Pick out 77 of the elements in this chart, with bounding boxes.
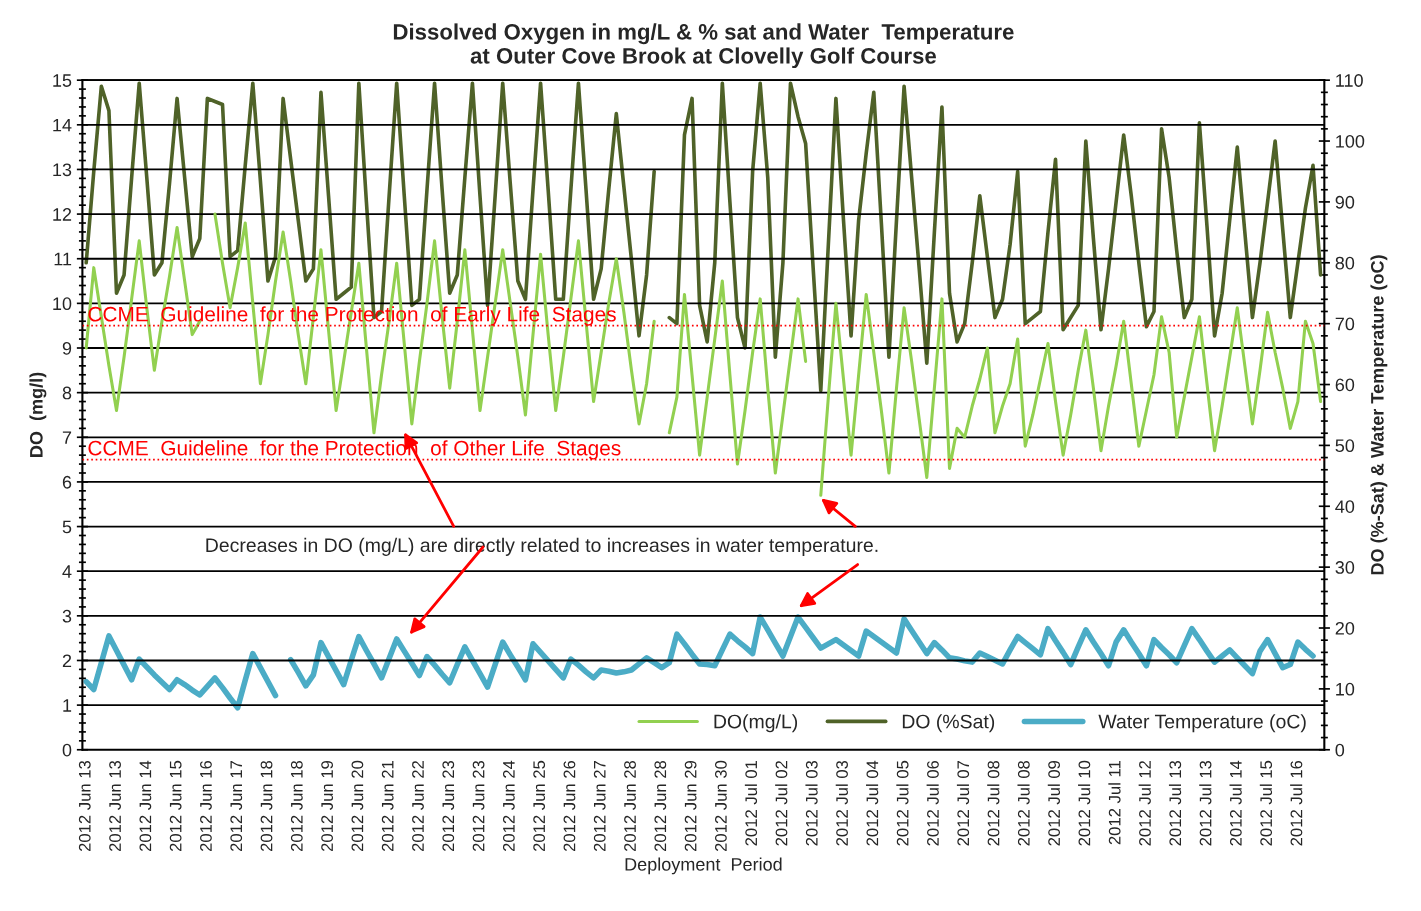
x-tick-label: 2012 Jul 01 xyxy=(744,760,758,846)
x-tick-label: 2012 Jun 28 xyxy=(624,760,636,852)
y-tick-label: 10 xyxy=(53,297,72,311)
x-tick-label: 2012 Jun 17 xyxy=(230,761,243,852)
y-tick-label: 4 xyxy=(62,565,72,578)
x-tick-label: 2012 Jul 11 xyxy=(1108,760,1121,845)
y2-tick-label: 100 xyxy=(1336,134,1365,148)
y2-tick-label: 90 xyxy=(1335,195,1355,209)
y2-tick-label: 70 xyxy=(1335,317,1355,331)
y2-tick-label: 40 xyxy=(1335,500,1355,513)
x-tick-label: 2012 Jul 07 xyxy=(956,761,970,846)
y2-tick-label: 110 xyxy=(1336,74,1363,87)
x-tick-label: 2012 Jul 14 xyxy=(1229,760,1242,846)
x-tick-label: 2012 Jul 13 xyxy=(1168,760,1182,846)
x-tick-label: 2012 Jun 21 xyxy=(381,760,394,852)
x-tick-label: 2012 Jul 10 xyxy=(1078,760,1091,846)
x-tick-label: 2012 Jul 03 xyxy=(835,760,848,846)
x-tick-label: 2012 Jun 19 xyxy=(321,760,334,852)
x-tick-label: 2012 Jun 23 xyxy=(472,760,485,852)
x-tick-label: 2012 Jun 16 xyxy=(200,760,212,852)
y2-tick-label: 50 xyxy=(1335,439,1355,453)
x-tick-label: 2012 Jul 06 xyxy=(926,760,939,846)
chart-title: Dissolved Oxygen in mg/L & % sat and Water Temperature at Outer Cove Brook at Clovelly Golf Course xyxy=(393,23,1014,69)
x-tick-label: 2012 Jun 24 xyxy=(502,760,515,852)
legend-label: DO (%Sat) xyxy=(902,714,995,733)
y2-tick-label: 10 xyxy=(1336,682,1355,696)
x-tick-label: 2012 Jul 09 xyxy=(1047,760,1061,846)
y-tick-label: 3 xyxy=(62,609,72,623)
y2-tick-label: 30 xyxy=(1335,561,1355,574)
x-tick-label: 2012 Jun 30 xyxy=(715,760,727,852)
x-tick-label: 2012 Jun 20 xyxy=(351,760,364,852)
x-tick-label: 2012 Jun 28 xyxy=(654,760,667,852)
x-tick-label: 2012 Jun 26 xyxy=(563,760,576,852)
y-tick-label: 15 xyxy=(53,74,72,87)
x-tick-label: 2012 Jul 13 xyxy=(1199,760,1212,846)
x-tick-label: 2012 Jul 02 xyxy=(775,761,788,846)
y-tick-label: 13 xyxy=(53,163,72,177)
y2-tick-label: 60 xyxy=(1335,378,1355,392)
x-tick-label: 2012 Jul 16 xyxy=(1290,760,1303,846)
x-tick-label: 2012 Jun 29 xyxy=(684,760,697,852)
x-tick-label: 2012 Jul 04 xyxy=(866,760,879,846)
y-tick-label: 8 xyxy=(62,386,72,400)
x-tick-label: 2012 Jun 25 xyxy=(533,760,546,852)
x-tick-label: 2012 Jun 13 xyxy=(109,760,121,852)
annotation: Decreases in DO (mg/L) are directly related to increases in water temperature. xyxy=(206,537,878,556)
y2-tick-label: 20 xyxy=(1335,621,1355,635)
y-tick-label: 6 xyxy=(62,475,72,489)
y-tick-label: 7 xyxy=(62,431,72,444)
x-tick-label: 2012 Jun 22 xyxy=(412,761,424,852)
y2-axis-title: DO (%-Sat) & Water Temperature (oC) xyxy=(1370,255,1388,575)
x-tick-label: 2012 Jun 14 xyxy=(139,760,152,852)
legend-label: Water Temperature (oC) xyxy=(1098,714,1306,733)
y-tick-label: 1 xyxy=(63,699,72,712)
y-tick-label: 14 xyxy=(53,118,72,132)
x-tick-label: 2012 Jun 27 xyxy=(593,761,606,852)
x-tick-label: 2012 Jun 18 xyxy=(260,760,273,852)
y-tick-label: 0 xyxy=(62,743,72,757)
y2-tick-label: 0 xyxy=(1335,743,1345,757)
x-tick-label: 2012 Jun 13 xyxy=(78,760,91,852)
x-tick-label: 2012 Jul 15 xyxy=(1259,760,1273,846)
x-tick-label: 2012 Jul 03 xyxy=(805,760,818,846)
x-axis-title: Deployment Period xyxy=(625,857,782,875)
legend-label: DO(mg/L) xyxy=(714,714,798,733)
y-axis-title: DO (mg/l) xyxy=(29,372,47,457)
x-tick-label: 2012 Jul 12 xyxy=(1138,761,1151,846)
y-tick-label: 12 xyxy=(53,208,72,221)
x-tick-label: 2012 Jul 08 xyxy=(987,760,1000,846)
x-tick-label: 2012 Jun 15 xyxy=(169,760,182,852)
y-tick-label: 2 xyxy=(62,654,72,668)
y2-tick-label: 80 xyxy=(1335,256,1355,270)
x-tick-label: 2012 Jun 23 xyxy=(442,760,455,852)
y-tick-label: 11 xyxy=(54,252,72,266)
x-tick-label: 2012 Jul 05 xyxy=(896,760,909,846)
x-tick-label: 2012 Jun 18 xyxy=(290,760,303,852)
y-tick-label: 9 xyxy=(62,341,72,355)
y-tick-label: 5 xyxy=(62,520,72,534)
x-tick-label: 2012 Jul 08 xyxy=(1017,760,1030,846)
